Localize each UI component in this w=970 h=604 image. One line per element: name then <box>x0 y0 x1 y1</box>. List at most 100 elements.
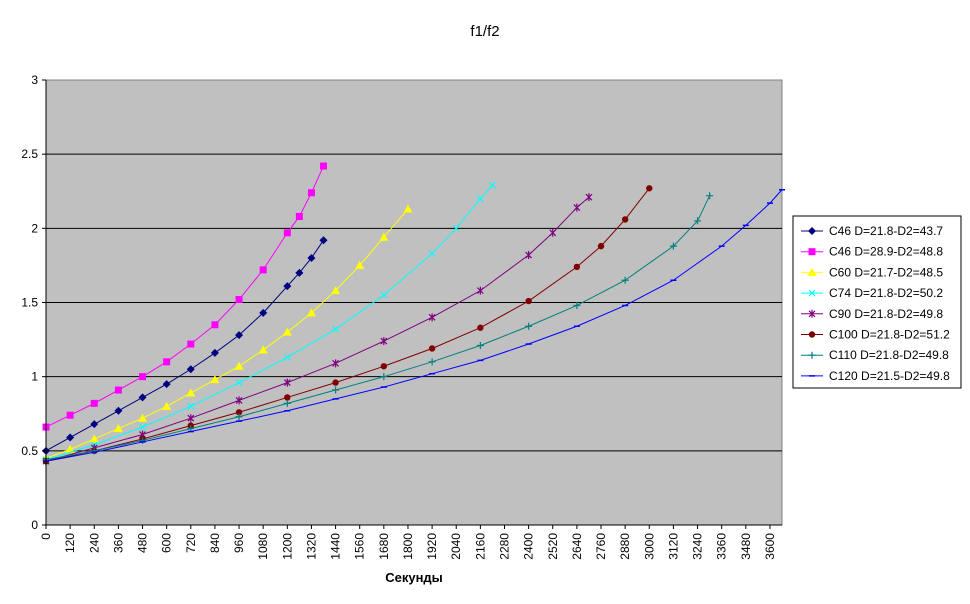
data-point <box>258 345 268 354</box>
legend-item: C60 D=21.7-D2=48.5 <box>801 265 943 279</box>
x-tick-label: 2040 <box>449 533 463 560</box>
x-tick-label: 2520 <box>546 533 560 560</box>
data-point <box>66 411 74 419</box>
chart-title: f1/f2 <box>470 23 499 40</box>
data-point <box>380 363 388 370</box>
data-point <box>235 396 243 405</box>
series-line <box>45 195 711 461</box>
x-tick-label: 1920 <box>425 533 439 560</box>
data-point <box>332 379 339 386</box>
legend-marker <box>808 351 816 359</box>
data-point <box>452 224 460 232</box>
data-point <box>283 229 291 237</box>
data-point <box>476 342 484 350</box>
x-tick-label: 0 <box>39 533 53 540</box>
legend-label: C46 D=21.8-D2=43.7 <box>829 224 943 238</box>
series-line <box>45 208 409 459</box>
legend-marker <box>808 309 816 318</box>
legend-item: C110 D=21.8-D2=49.8 <box>801 348 949 362</box>
x-tick-label: 2760 <box>594 533 608 560</box>
data-point <box>403 204 413 213</box>
data-point <box>163 358 171 366</box>
data-point <box>331 286 341 295</box>
x-tick-label: 2400 <box>522 533 536 560</box>
data-point <box>90 447 98 455</box>
data-point <box>295 268 304 277</box>
legend-label: C100 D=21.8-D2=51.2 <box>829 328 950 342</box>
x-tick-label: 1560 <box>353 533 367 560</box>
x-tick-label: 1200 <box>280 533 294 560</box>
data-point <box>234 361 244 370</box>
data-point <box>283 399 291 407</box>
series-line <box>45 189 783 462</box>
series-line <box>45 184 493 461</box>
data-point <box>187 414 195 423</box>
data-point <box>476 195 484 203</box>
legend-item: C46 D=28.9-D2=48.8 <box>801 245 943 259</box>
series-lines <box>41 162 785 466</box>
x-axis-label: Секунды <box>385 570 443 585</box>
data-point <box>525 251 533 260</box>
data-point <box>259 308 268 317</box>
data-point <box>380 373 388 381</box>
legend-item: C100 D=21.8-D2=51.2 <box>801 328 950 342</box>
y-tick-label: 0.5 <box>21 444 38 458</box>
data-point <box>139 373 147 381</box>
data-point <box>283 353 291 361</box>
data-point <box>694 217 702 225</box>
data-point <box>283 282 292 291</box>
legend-label: C110 D=21.8-D2=49.8 <box>829 348 949 362</box>
data-point <box>428 250 436 257</box>
legend-marker <box>808 248 816 256</box>
data-point <box>428 313 436 322</box>
data-point <box>549 228 557 237</box>
data-point <box>332 386 340 394</box>
data-point <box>477 324 484 331</box>
x-tick-label: 3360 <box>715 533 729 560</box>
data-point <box>114 406 123 415</box>
data-point <box>355 260 365 269</box>
x-tick-label: 960 <box>232 533 246 553</box>
x-tick-label: 1080 <box>256 533 270 560</box>
x-tick-label: 1440 <box>329 533 343 560</box>
x-tick-label: 3600 <box>763 533 777 560</box>
data-point <box>332 325 339 333</box>
data-point <box>525 322 533 330</box>
data-point <box>306 308 316 317</box>
y-tick-label: 2.5 <box>21 147 38 161</box>
data-point <box>706 192 714 200</box>
series-line <box>45 239 324 452</box>
legend-item: C90 D=21.8-D2=49.8 <box>801 307 943 321</box>
x-axis: 0 120 240 360 480 600 720 840 960 1080 1200 1320 144… <box>39 524 782 560</box>
x-tick-label: 3480 <box>739 533 753 560</box>
legend-label: C60 D=21.7-D2=48.5 <box>829 265 943 279</box>
legend-label: C90 D=21.8-D2=49.8 <box>829 307 943 321</box>
y-tick-label: 1 <box>31 370 38 384</box>
x-tick-label: 2280 <box>497 533 511 560</box>
y-tick-label: 2 <box>31 221 38 235</box>
data-point <box>90 420 99 429</box>
data-point <box>284 394 291 401</box>
legend-box <box>792 215 962 389</box>
data-point <box>235 296 243 304</box>
data-point <box>573 301 581 309</box>
x-tick-label: 2640 <box>570 533 584 560</box>
data-point <box>573 263 581 271</box>
data-point <box>138 413 148 422</box>
data-point <box>525 297 532 305</box>
data-point <box>210 375 220 384</box>
legend-label: C120 D=21.5-D2=49.8 <box>829 369 950 383</box>
data-point <box>283 378 291 387</box>
data-point <box>211 321 219 329</box>
x-tick-label: 600 <box>160 533 174 553</box>
data-point <box>379 232 389 241</box>
x-tick-label: 1800 <box>401 533 415 560</box>
data-point <box>646 185 653 192</box>
x-tick-label: 1680 <box>377 533 391 560</box>
x-tick-label: 360 <box>111 533 125 553</box>
y-tick-label: 3 <box>31 73 38 87</box>
data-point <box>621 276 629 284</box>
series-line <box>45 196 590 462</box>
data-point <box>428 345 436 352</box>
data-point <box>585 193 593 202</box>
